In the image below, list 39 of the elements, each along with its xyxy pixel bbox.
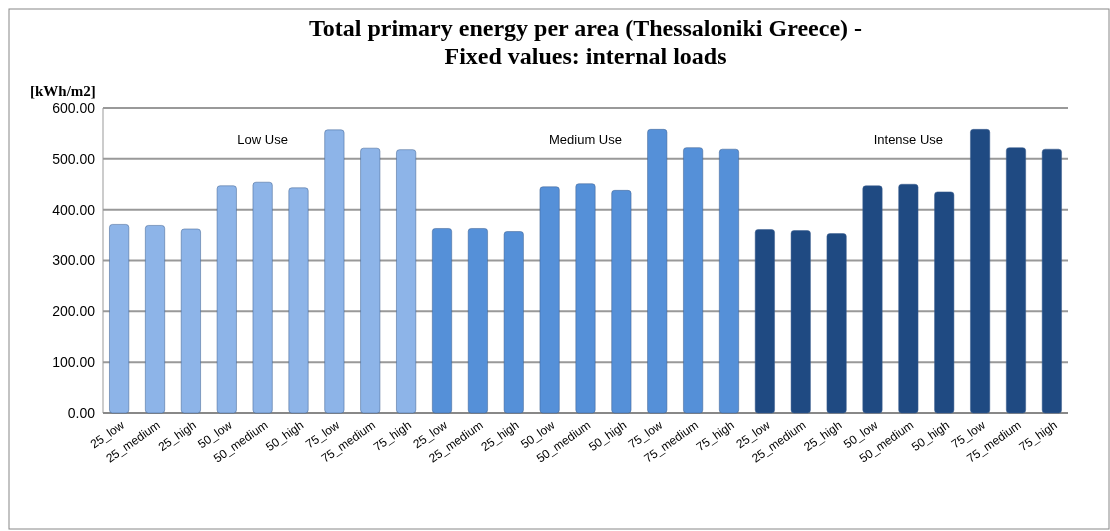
y-tick-label: 400.00 (52, 201, 96, 218)
annotation: Intense Use (873, 132, 944, 147)
bar (180, 228, 201, 414)
y-tick-label: 0.00 (67, 404, 96, 421)
y-tick-label: 100.00 (52, 354, 96, 371)
annotation: Low Use (237, 132, 288, 147)
bar (719, 148, 739, 414)
bar (288, 187, 309, 414)
y-tick-label: 500.00 (52, 150, 96, 167)
bar (252, 181, 273, 414)
bar (503, 231, 524, 414)
y-tick-label: 600.00 (52, 99, 96, 116)
bar (970, 129, 991, 414)
bar (145, 225, 165, 414)
y-tick-label: 200.00 (52, 303, 96, 320)
bar (432, 228, 452, 414)
bar (754, 229, 775, 414)
bar (647, 129, 668, 414)
bar (539, 186, 560, 414)
bar (1041, 148, 1062, 414)
bar (575, 183, 596, 414)
bar (1006, 147, 1026, 414)
bar (790, 230, 811, 414)
bar (934, 191, 955, 414)
bar (467, 228, 488, 414)
annotation: Medium Use (549, 132, 622, 147)
bar (898, 184, 919, 414)
bar (611, 190, 632, 414)
bar (324, 129, 345, 414)
y-tick-label: 300.00 (52, 252, 96, 269)
bar (216, 185, 237, 414)
bar (862, 185, 883, 414)
bar (109, 224, 130, 414)
bar (360, 147, 381, 414)
chart-title: Total primary energy per area (Thessaloniki Greece) - Fixed values: internal loads (308, 15, 863, 69)
y-axis-title: [kWh/m2] (30, 83, 96, 99)
bar (396, 149, 417, 414)
bar (826, 233, 847, 414)
bar (683, 147, 704, 414)
